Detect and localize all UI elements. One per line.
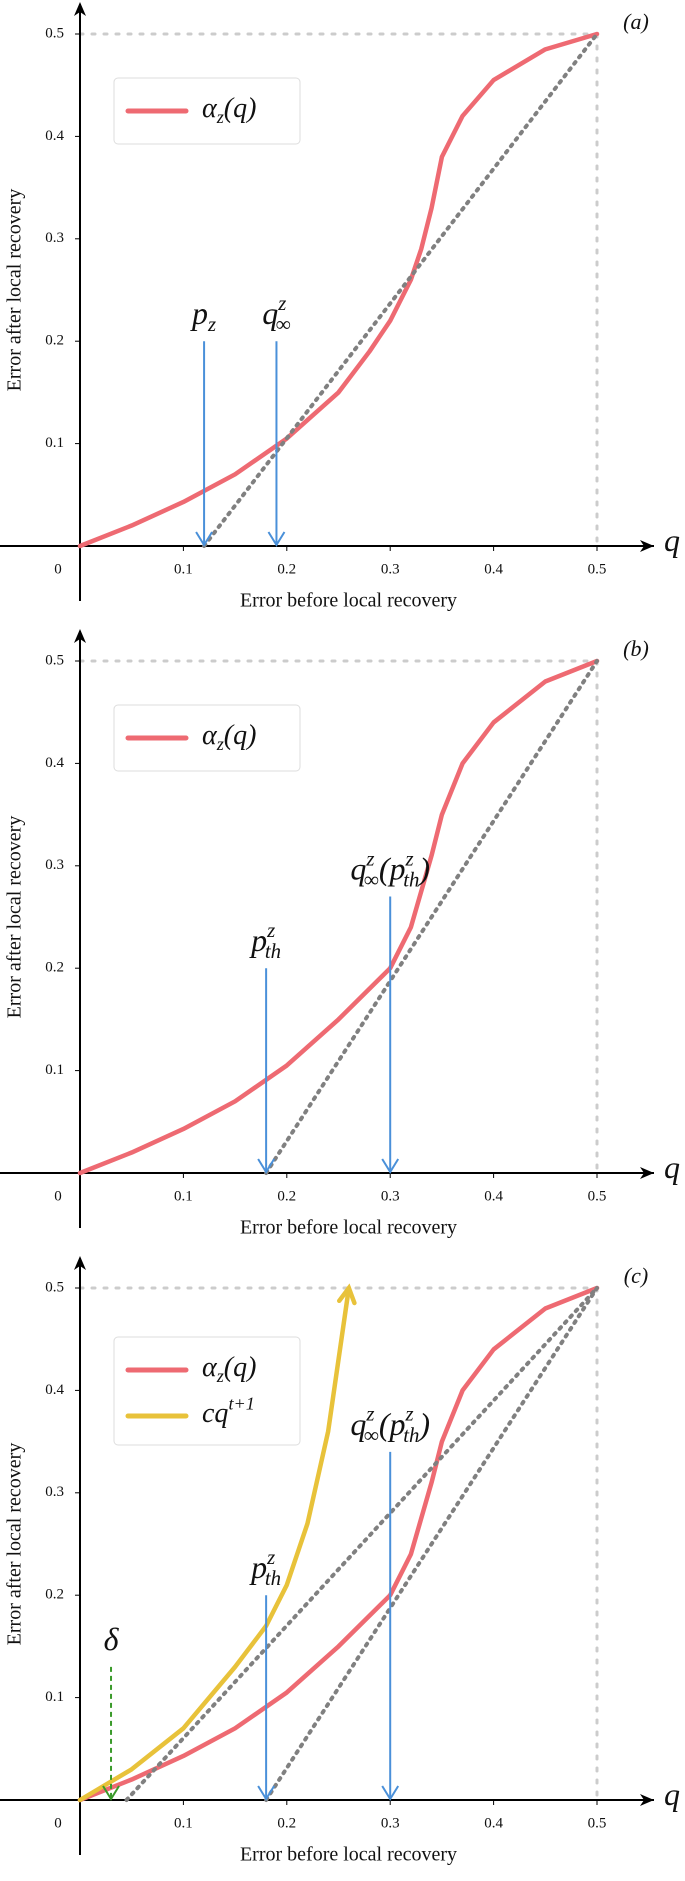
y-tick-label: 0.4 xyxy=(45,1382,64,1398)
curve xyxy=(77,31,600,549)
annotation-label: pz th xyxy=(249,1546,281,1590)
annotation-arrowhead xyxy=(102,1785,120,1801)
x-axis-arrow xyxy=(640,1794,654,1806)
panel: 0 0.1 0.2 0.3 0.4 0.5 0.1 0.2 0.3 0.4 0.5 Error bef… xyxy=(0,629,654,1239)
x-axis-arrow xyxy=(640,540,654,552)
x-tick-label: 0.2 xyxy=(277,561,296,577)
panel-label: (c) xyxy=(624,1263,648,1288)
x-tick-label: 0.5 xyxy=(588,1815,607,1831)
annotation-arrowhead xyxy=(257,1785,275,1801)
panel-label: (b) xyxy=(623,636,649,661)
x-tick-label: 0.1 xyxy=(174,1188,193,1204)
y-axis-label: Error after local recovery xyxy=(4,1443,26,1646)
y-tick-label: 0.2 xyxy=(45,333,64,349)
legend-label: αz(q) xyxy=(202,720,256,754)
axis-variable: q xyxy=(664,1149,680,1185)
annotation-label: pz th xyxy=(249,919,281,963)
curve xyxy=(77,1285,600,1803)
x-tick-label: 0.2 xyxy=(277,1188,296,1204)
y-axis-label: Error after local recovery xyxy=(4,816,26,1019)
x-tick-label: 0.4 xyxy=(484,1188,503,1204)
panel-label: (a) xyxy=(623,9,649,34)
y-tick-label: 0.4 xyxy=(45,128,64,144)
annotation-label: δ xyxy=(104,1621,120,1657)
curve xyxy=(77,658,600,1176)
y-tick-label: 0.1 xyxy=(45,1062,64,1078)
panel: 0 0.1 0.2 0.3 0.4 0.5 0.1 0.2 0.3 0.4 0.5 Error bef… xyxy=(0,1256,654,1866)
x-axis-arrow xyxy=(640,1167,654,1179)
annotation-arrowhead xyxy=(257,1158,275,1174)
curve-arrowhead xyxy=(336,1283,357,1306)
diagonal-line xyxy=(264,659,599,1175)
legend-label: αz(q) xyxy=(202,1352,256,1386)
y-axis-arrow xyxy=(74,629,86,643)
y-tick-label: 0.3 xyxy=(45,857,64,873)
annotation-arrowhead xyxy=(195,531,213,547)
annotation-arrowhead xyxy=(267,531,286,547)
x-tick-label: 0.3 xyxy=(381,1188,400,1204)
x-tick-label: 0.1 xyxy=(174,561,193,577)
axis-variable: q xyxy=(664,1776,680,1812)
y-tick-label: 0.5 xyxy=(45,25,64,41)
x-tick-label: 0.5 xyxy=(588,1188,607,1204)
annotation-label: qz ∞ xyxy=(262,292,291,336)
legend-label: αz(q) xyxy=(202,93,256,127)
axis-variable: q xyxy=(664,522,680,558)
x-tick-label: 0.4 xyxy=(484,561,503,577)
diagonal-line xyxy=(124,1286,599,1802)
y-tick-label: 0.1 xyxy=(45,435,64,451)
diagonal-line xyxy=(202,32,599,548)
x-tick-label: 0.1 xyxy=(174,1815,193,1831)
annotation-arrowhead xyxy=(381,1158,400,1174)
x-axis-label: Error before local recovery xyxy=(240,590,457,612)
annotation-label: pz xyxy=(190,296,216,336)
y-tick-label: 0.2 xyxy=(45,1587,64,1603)
x-tick-label: 0.4 xyxy=(484,1815,503,1831)
y-tick-label: 0.1 xyxy=(45,1689,64,1705)
legend-box xyxy=(113,704,301,772)
annotation-label: qz ∞(pz th) xyxy=(350,847,430,891)
y-tick-label: 0.2 xyxy=(45,960,64,976)
legend-label: cqt+1 xyxy=(202,1394,255,1430)
diagonal-line xyxy=(264,1286,599,1802)
x-tick-label: 0.3 xyxy=(381,1815,400,1831)
legend-box xyxy=(113,77,301,145)
annotation-arrowhead xyxy=(381,1785,400,1801)
annotation-label: qz ∞(pz th) xyxy=(350,1402,430,1446)
y-tick-label: 0.4 xyxy=(45,755,64,771)
x-axis-label: Error before local recovery xyxy=(240,1217,457,1239)
y-tick-label: 0.5 xyxy=(45,1279,64,1295)
x-tick-label: 0.5 xyxy=(588,561,607,577)
x-tick-label: 0.2 xyxy=(277,1815,296,1831)
y-axis-arrow xyxy=(74,2,86,16)
x-tick-label: 0 xyxy=(54,1815,62,1831)
y-axis-label: Error after local recovery xyxy=(4,189,26,392)
x-tick-label: 0.3 xyxy=(381,561,400,577)
y-tick-label: 0.3 xyxy=(45,1484,64,1500)
y-tick-label: 0.3 xyxy=(45,230,64,246)
x-axis-label: Error before local recovery xyxy=(240,1844,457,1866)
y-tick-label: 0.5 xyxy=(45,652,64,668)
y-axis-arrow xyxy=(74,1256,86,1270)
x-tick-label: 0 xyxy=(54,1188,62,1204)
panel: 0 0.1 0.2 0.3 0.4 0.5 0.1 0.2 0.3 0.4 0.5 Error bef… xyxy=(0,2,654,612)
x-tick-label: 0 xyxy=(54,561,62,577)
